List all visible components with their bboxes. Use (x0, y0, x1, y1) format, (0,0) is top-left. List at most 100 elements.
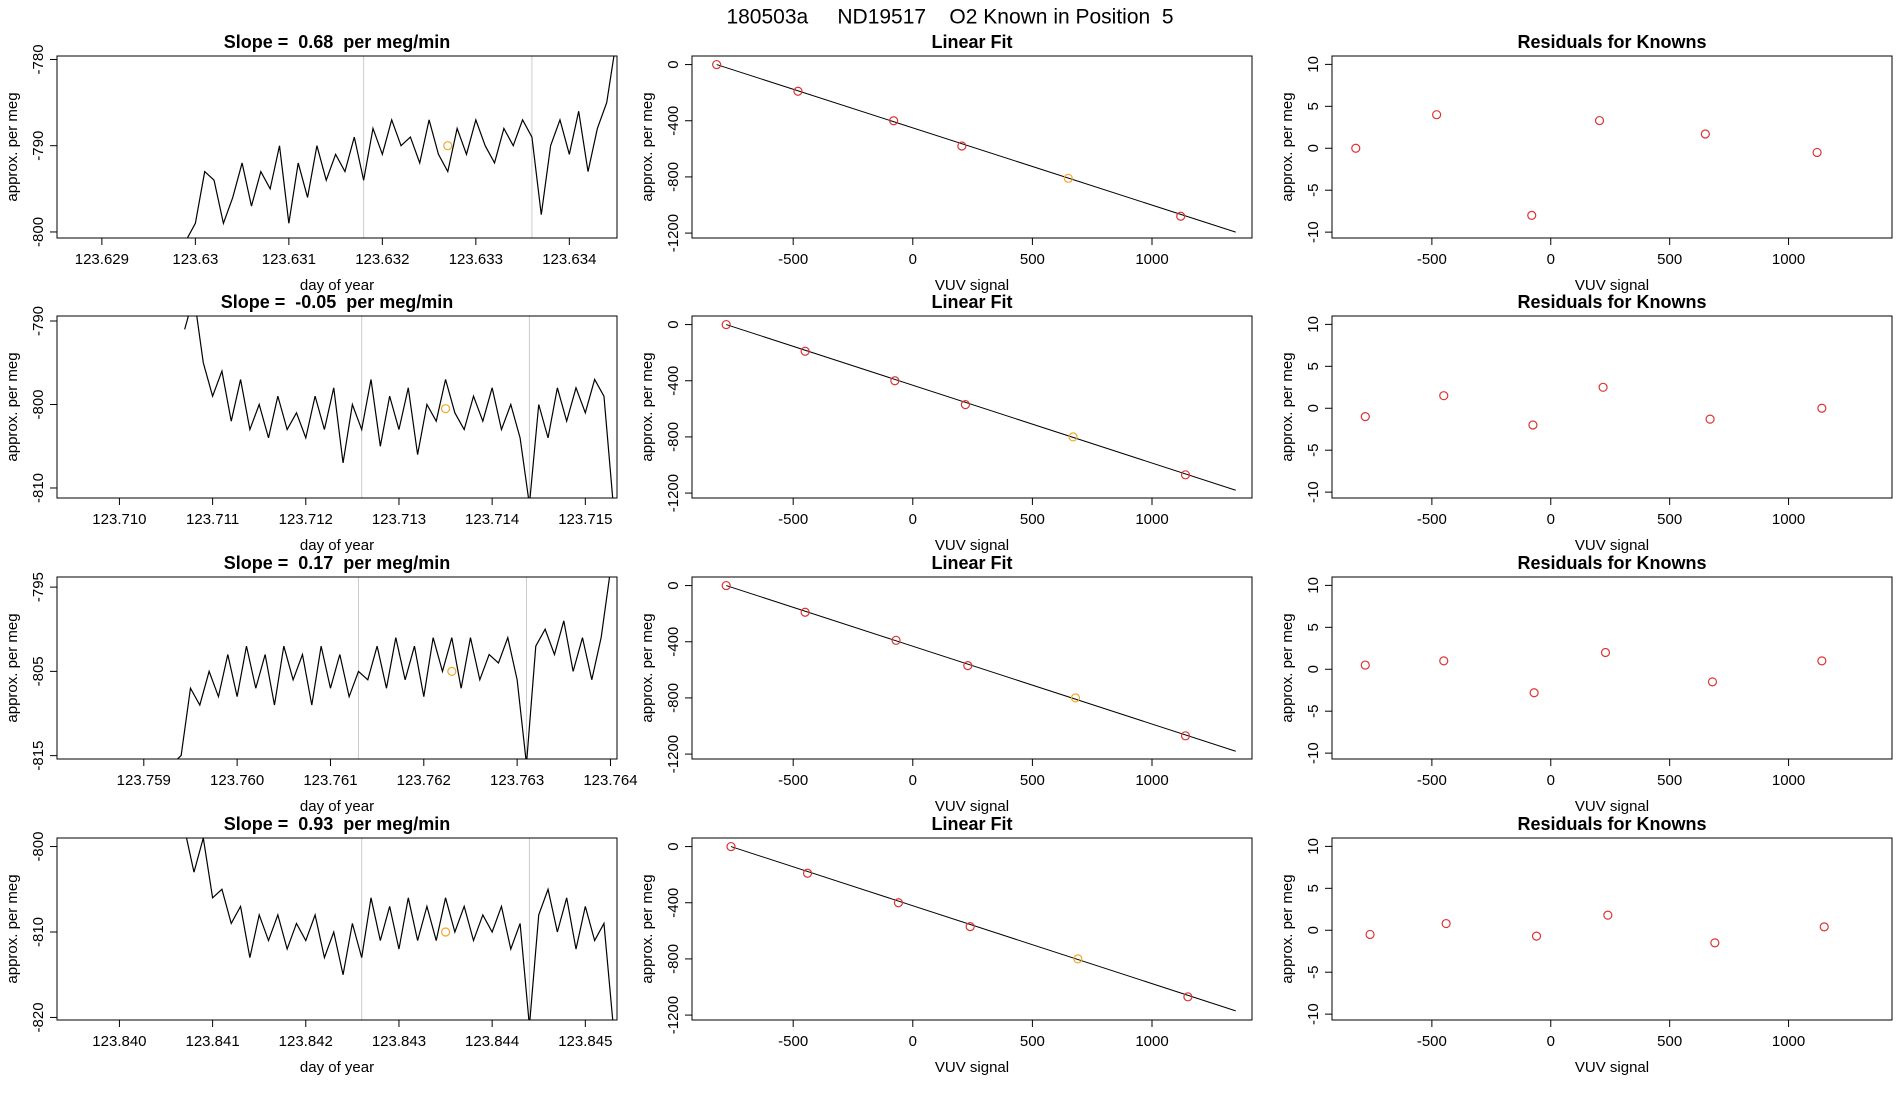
panel: Residuals for Knowns VUV signal approx. pe… (1279, 553, 1893, 815)
y-tick-label: 10 (1305, 56, 1322, 73)
y-tick-label: -400 (665, 106, 682, 136)
x-tick-label: 0 (909, 251, 917, 268)
plot-frame (1331, 55, 1893, 239)
x-tick-label: 123.629 (75, 251, 129, 268)
y-tick-label: 5 (1305, 102, 1322, 110)
data-point (1598, 382, 1608, 392)
y-tick-label: -790 (30, 131, 47, 161)
y-tick-label: 0 (1305, 404, 1322, 412)
plot-frame (56, 837, 618, 1021)
plot-frame (56, 576, 618, 760)
data-point (965, 922, 975, 932)
x-tick-label: 123.841 (185, 1033, 239, 1050)
x-tick-label: 1000 (1772, 772, 1805, 789)
plot-frame (691, 837, 1253, 1021)
y-tick-label: -1200 (665, 735, 682, 773)
x-tick-label: 123.713 (372, 511, 426, 528)
x-tick-label: 123.843 (372, 1033, 426, 1050)
y-tick-label: 5 (1305, 623, 1322, 631)
y-tick-label: 5 (1305, 362, 1322, 370)
x-tick-label: 123.711 (186, 511, 239, 528)
plot-frame (1331, 315, 1893, 499)
x-tick-label: 1000 (1135, 772, 1168, 789)
y-tick-label: -5 (1305, 966, 1322, 979)
y-axis-label: approx. per meg (639, 874, 656, 983)
x-axis-label: day of year (300, 277, 374, 294)
data-point (891, 635, 901, 645)
data-point (1707, 677, 1718, 687)
y-tick-label: -800 (665, 162, 682, 192)
y-tick-label: -800 (30, 217, 47, 247)
x-tick-label: 123.844 (465, 1033, 519, 1050)
panel-title: Residuals for Knowns (1517, 814, 1706, 834)
panel-title: Slope = 0.68 per meg/min (224, 32, 451, 52)
data-point (1070, 693, 1081, 703)
y-axis-label: approx. per meg (4, 613, 21, 722)
x-tick-label: 0 (909, 772, 917, 789)
y-tick-label: -820 (30, 1002, 47, 1032)
y-tick-label: 10 (1305, 838, 1322, 855)
y-tick-label: 0 (1305, 926, 1322, 934)
y-tick-label: 0 (665, 60, 682, 68)
plot-area (712, 59, 1236, 233)
x-tick-label: -500 (778, 1033, 808, 1050)
y-tick-label: 0 (1305, 144, 1322, 152)
data-point (1073, 954, 1083, 964)
x-axis-label: day of year (300, 1059, 374, 1076)
highlight-point (443, 141, 453, 151)
y-tick-label: 0 (1305, 665, 1322, 673)
plot-area (186, 56, 615, 238)
x-tick-label: -500 (778, 772, 808, 789)
x-axis-label: day of year (300, 537, 374, 554)
plot-frame (56, 315, 618, 499)
y-tick-label: 10 (1305, 316, 1322, 333)
x-tick-label: -500 (1417, 511, 1447, 528)
x-tick-label: 0 (1547, 772, 1555, 789)
data-point (793, 86, 803, 96)
x-tick-label: 123.712 (279, 511, 333, 528)
panel-title: Linear Fit (931, 553, 1012, 573)
y-axis-label: approx. per meg (639, 613, 656, 722)
panel: Slope = 0.93 per meg/min day of year appro… (4, 814, 618, 1076)
y-tick-label: -1200 (665, 474, 682, 512)
plot-frame (691, 576, 1253, 760)
x-tick-label: 123.842 (279, 1033, 333, 1050)
panel-title: Slope = -0.05 per meg/min (221, 292, 454, 312)
data-point (1817, 403, 1827, 413)
highlight-point (440, 927, 451, 937)
y-tick-label: -10 (1305, 481, 1322, 503)
y-axis-label: approx. per meg (4, 352, 21, 461)
x-tick-label: 0 (1547, 511, 1555, 528)
x-tick-label: 123.715 (558, 511, 612, 528)
y-tick-label: -800 (665, 944, 682, 974)
fit-line (730, 846, 1236, 1012)
y-axis-label: approx. per meg (4, 874, 21, 983)
data-point (1063, 173, 1073, 183)
panel-title: Linear Fit (931, 32, 1012, 52)
y-tick-label: 0 (665, 320, 682, 328)
panel: Linear Fit VUV signal approx. per meg -500 0… (639, 32, 1253, 294)
data-point (1819, 922, 1829, 932)
y-tick-label: -10 (1305, 742, 1322, 764)
panel-title: Slope = 0.93 per meg/min (224, 814, 451, 834)
plot-area (726, 841, 1236, 1012)
x-axis-label: VUV signal (1575, 277, 1649, 294)
x-tick-label: 123.763 (490, 772, 544, 789)
data-point (1439, 391, 1449, 401)
data-point (712, 59, 722, 70)
plot-frame (691, 55, 1253, 239)
y-tick-label: -795 (30, 572, 47, 602)
data-point (1351, 143, 1361, 153)
y-axis-label: approx. per meg (1279, 352, 1296, 461)
data-line (184, 316, 614, 498)
x-tick-label: 123.759 (117, 772, 171, 789)
x-tick-label: 123.761 (303, 772, 357, 789)
y-tick-label: -780 (30, 44, 47, 74)
plot-frame (691, 315, 1253, 499)
x-axis-label: VUV signal (1575, 537, 1649, 554)
figure-title: 180503a ND19517 O2 Known in Position 5 (726, 6, 1173, 29)
x-tick-label: -500 (778, 251, 808, 268)
data-point (1180, 731, 1191, 741)
x-tick-label: 123.845 (558, 1033, 612, 1050)
data-point (721, 580, 731, 591)
